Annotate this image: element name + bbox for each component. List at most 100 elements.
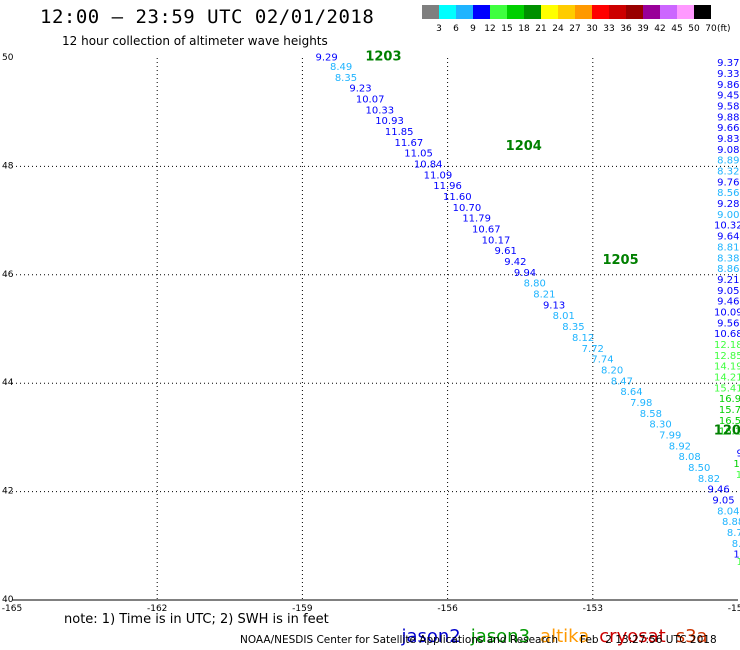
sat-cryosat: cryosat <box>599 626 666 647</box>
swh-value-label: 12.18 <box>714 340 740 351</box>
swh-value-label: 10.17 <box>482 235 511 246</box>
y-tick-label: 46 <box>2 270 14 280</box>
pass-number-label: 1205 <box>714 424 740 439</box>
page-subtitle: 12 hour collection of altimeter wave hei… <box>62 34 328 48</box>
colorbar-label: 15 <box>501 24 513 34</box>
x-tick-label: -156 <box>437 604 458 614</box>
swh-value-label: 8.35 <box>562 322 584 333</box>
swh-value-label: 9.66 <box>717 123 739 134</box>
swh-value-label: 12.9 <box>739 546 740 557</box>
swh-value-label: 14.19 <box>714 362 740 373</box>
colorbar-label: 6 <box>453 24 459 34</box>
swh-value-label: 8.50 <box>688 463 710 474</box>
colorbar-swatch <box>694 5 711 19</box>
swh-value-label: 8.38 <box>717 253 739 264</box>
swh-value-label: 11.05 <box>404 149 433 160</box>
colorbar-unit: (ft) <box>717 24 731 34</box>
swh-value-label: 10.70 <box>453 203 482 214</box>
swh-value-label: 15.73 <box>719 405 740 416</box>
swh-value-label: 7.98 <box>630 398 652 409</box>
sat-s3a: s3a <box>675 626 708 647</box>
colorbar-label: 18 <box>518 24 530 34</box>
swh-value-label: 11.67 <box>395 138 424 149</box>
swh-value-label: 9.61 <box>495 246 517 257</box>
swh-value-label: 8.74 <box>727 528 740 539</box>
swh-value-label: 8.04 <box>717 506 739 517</box>
colorbar-swatch <box>575 5 592 19</box>
swh-value-label: 8.80 <box>524 279 546 290</box>
swh-value-label: 9.88 <box>717 112 739 123</box>
swh-value-label: 9.00 <box>717 210 739 221</box>
x-tick-label: -159 <box>292 604 313 614</box>
swh-value-label: 9.13 <box>543 300 565 311</box>
swh-value-label: 10.93 <box>375 116 404 127</box>
swh-value-label: 9.37 <box>717 58 739 69</box>
colorbar-swatch <box>541 5 558 19</box>
colorbar-label: 9 <box>470 24 476 34</box>
colorbar-label: 3 <box>436 24 442 34</box>
satellite-legend: jason2 jason3 altika cryosat s3a <box>390 605 718 647</box>
swh-value-label: 13.35 <box>736 470 740 481</box>
colorbar-label: 42 <box>654 24 666 34</box>
colorbar-swatch <box>524 5 541 19</box>
swh-value-label: 16.50 <box>719 416 740 427</box>
swh-value-label: 9.56 <box>717 318 739 329</box>
swh-value-label: 9.94 <box>514 268 536 279</box>
colorbar-swatch <box>643 5 660 19</box>
colorbar-label: 30 <box>586 24 598 34</box>
swh-value-label: 9.29 <box>315 53 337 64</box>
y-tick-label: 44 <box>2 378 14 388</box>
swh-value-label: 8.30 <box>649 420 671 431</box>
swh-value-label: 10.32 <box>714 221 740 232</box>
colorbar-swatch <box>473 5 490 19</box>
colorbar-swatch <box>558 5 575 19</box>
swh-value-label: 11.60 <box>443 192 472 203</box>
page-title: 12:00 – 23:59 UTC 02/01/2018 <box>40 6 375 28</box>
colorbar-label: 24 <box>552 24 564 34</box>
colorbar-swatch <box>592 5 609 19</box>
swh-value-label: 11.85 <box>385 127 414 138</box>
x-tick-label: -165 <box>2 604 22 614</box>
swh-value-label: 10.07 <box>356 94 385 105</box>
swh-value-label: 9.05 <box>717 286 739 297</box>
colorbar-swatch <box>677 5 694 19</box>
swh-value-label: 8.20 <box>601 365 623 376</box>
swh-value-label: 14.21 <box>714 372 740 383</box>
swh-value-label: 9.83 <box>717 134 739 145</box>
swh-value-label: 8.56 <box>717 188 739 199</box>
swh-value-label: 8.32 <box>717 167 739 178</box>
swh-value-label: 10.67 <box>472 225 501 236</box>
swh-value-label: 9.48 <box>737 448 740 459</box>
colorbar-label: 12 <box>484 24 496 34</box>
colorbar-swatch <box>609 5 626 19</box>
swh-value-label: 9.86 <box>717 80 739 91</box>
swh-value-label: 7.99 <box>659 430 681 441</box>
colorbar-label: 50 <box>688 24 700 34</box>
colorbar-label: 33 <box>603 24 615 34</box>
y-tick-label: 40 <box>2 595 14 605</box>
swh-value-label: 8.47 <box>611 376 633 387</box>
pass-number-label: 1203 <box>365 50 401 65</box>
pass-number-label: 1205 <box>602 253 638 268</box>
swh-value-label: 16.11 <box>719 427 740 438</box>
colorbar-label: 36 <box>620 24 632 34</box>
swh-value-label: 12.3 <box>737 557 740 568</box>
pass-number-label: 1204 <box>506 139 542 154</box>
swh-value-label: 8.12 <box>572 333 594 344</box>
swh-value-label: 9.45 <box>717 91 739 102</box>
colorbar-swatch <box>660 5 677 19</box>
swh-value-label: 9.42 <box>504 257 526 268</box>
footer-note: note: 1) Time is in UTC; 2) SWH is in fe… <box>64 612 329 627</box>
swh-value-label: 9.23 <box>349 84 371 95</box>
swh-value-label: 15.41 <box>714 383 740 394</box>
swh-value-label: 11.96 <box>433 181 462 192</box>
swh-value-label: 8.49 <box>330 62 352 73</box>
credit-line: NOAA/NESDIS Center for Satellite Applica… <box>240 634 558 646</box>
colorbar-swatch <box>626 5 643 19</box>
swh-value-label: 10.68 <box>714 329 740 340</box>
swh-value-label: 10.84 <box>414 159 443 170</box>
colorbar-label: 21 <box>535 24 547 34</box>
y-tick-label: 48 <box>2 161 14 171</box>
y-tick-label: 50 <box>2 53 14 63</box>
